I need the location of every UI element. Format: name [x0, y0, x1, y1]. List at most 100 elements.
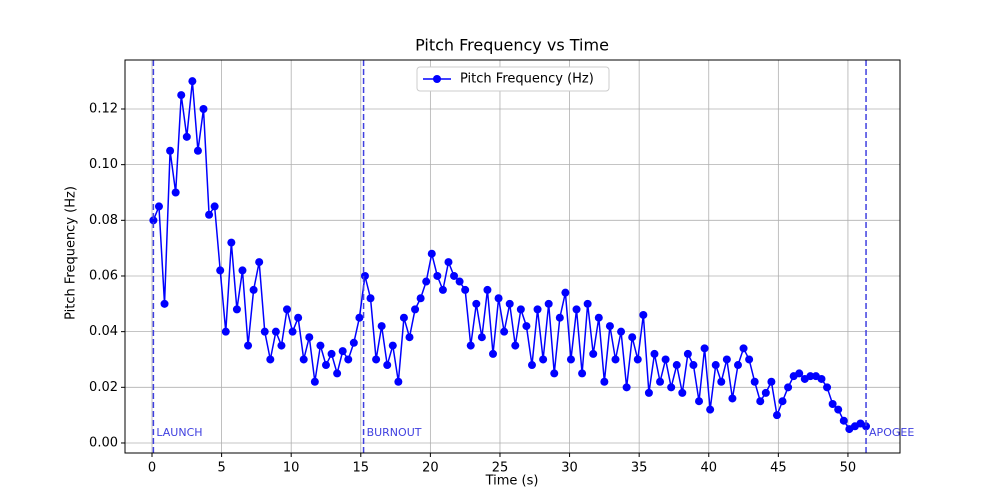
data-point: [511, 341, 520, 350]
data-point: [633, 355, 642, 364]
data-point: [622, 383, 631, 392]
y-axis-label: Pitch Frequency (Hz): [64, 186, 79, 320]
data-point: [745, 355, 754, 364]
x-tick-label: 50: [840, 461, 857, 476]
data-point: [266, 355, 275, 364]
data-point: [717, 377, 726, 386]
data-point: [650, 349, 659, 358]
data-point: [321, 361, 330, 370]
data-point: [199, 104, 208, 113]
x-tick-label: 5: [217, 461, 225, 476]
data-point: [711, 361, 720, 370]
x-tick-label: 0: [148, 461, 156, 476]
legend-marker: [433, 75, 441, 83]
data-point: [722, 355, 731, 364]
data-point: [667, 383, 676, 392]
data-point: [733, 361, 742, 370]
data-line: [152, 81, 867, 431]
data-point: [555, 313, 564, 322]
data-point: [450, 271, 459, 280]
data-point: [338, 347, 347, 356]
data-point: [388, 341, 397, 350]
data-point: [761, 388, 770, 397]
data-point: [700, 344, 709, 353]
x-axis-label: Time (s): [485, 474, 539, 489]
data-point: [411, 305, 420, 314]
data-point: [316, 341, 325, 350]
data-point: [399, 313, 408, 322]
data-point: [394, 377, 403, 386]
data-point: [522, 322, 531, 331]
data-point: [566, 355, 575, 364]
data-point: [238, 266, 247, 275]
data-point: [656, 377, 665, 386]
data-point: [149, 216, 158, 225]
data-point: [244, 341, 253, 350]
data-point: [750, 377, 759, 386]
data-point: [594, 313, 603, 322]
data-point: [294, 313, 303, 322]
data-point: [862, 422, 871, 431]
data-point: [823, 383, 832, 392]
y-tick-label: 0.02: [89, 380, 118, 395]
data-point: [617, 327, 626, 336]
data-point: [171, 188, 180, 197]
data-point: [205, 210, 214, 219]
data-point: [466, 341, 475, 350]
data-point: [283, 305, 292, 314]
data-point: [154, 202, 163, 211]
data-point: [277, 341, 286, 350]
data-point: [327, 349, 336, 358]
event-label: APOGEE: [869, 426, 914, 439]
plot-frame: [124, 59, 901, 454]
data-point: [427, 249, 436, 258]
data-point: [372, 355, 381, 364]
x-tick-label: 30: [561, 461, 578, 476]
data-point: [644, 388, 653, 397]
data-point: [188, 77, 197, 86]
data-point: [483, 285, 492, 294]
data-point: [355, 313, 364, 322]
data-point: [461, 285, 470, 294]
data-point: [527, 361, 536, 370]
data-point: [605, 322, 614, 331]
chart-title: Pitch Frequency vs Time: [415, 36, 609, 55]
data-point: [778, 397, 787, 406]
data-point: [683, 349, 692, 358]
data-point: [772, 411, 781, 420]
data-point: [500, 327, 509, 336]
data-point: [494, 294, 503, 303]
data-point: [533, 305, 542, 314]
data-point: [433, 271, 442, 280]
data-point: [216, 266, 225, 275]
data-point: [728, 394, 737, 403]
data-point: [422, 277, 431, 286]
data-point: [583, 299, 592, 308]
data-point: [193, 146, 202, 155]
event-label: LAUNCH: [156, 426, 202, 439]
data-point: [544, 299, 553, 308]
data-point: [550, 369, 559, 378]
x-tick-label: 15: [353, 461, 370, 476]
data-point: [299, 355, 308, 364]
data-point: [444, 258, 453, 267]
data-point: [689, 361, 698, 370]
x-tick-label: 20: [422, 461, 439, 476]
data-point: [572, 305, 581, 314]
data-point: [416, 294, 425, 303]
data-point: [817, 374, 826, 383]
x-tick-label: 45: [770, 461, 787, 476]
y-tick-label: 0.00: [89, 435, 118, 450]
y-tick-label: 0.10: [89, 157, 118, 172]
data-point: [839, 416, 848, 425]
x-tick-label: 40: [700, 461, 717, 476]
data-point: [360, 271, 369, 280]
data-point: [271, 327, 280, 336]
data-point: [695, 397, 704, 406]
data-point: [795, 369, 804, 378]
data-point: [672, 361, 681, 370]
y-tick-label: 0.06: [89, 268, 118, 283]
data-point: [166, 146, 175, 155]
data-point: [505, 299, 514, 308]
